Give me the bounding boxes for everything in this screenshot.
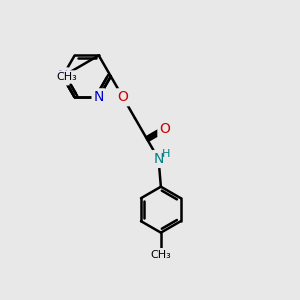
Text: CH₃: CH₃ [151,250,171,260]
Text: N: N [153,152,164,166]
Text: N: N [94,90,104,104]
Text: CH₃: CH₃ [56,72,77,82]
Text: N: N [57,69,68,83]
Text: O: O [159,122,170,136]
Text: H: H [162,149,170,159]
Text: O: O [118,90,128,104]
